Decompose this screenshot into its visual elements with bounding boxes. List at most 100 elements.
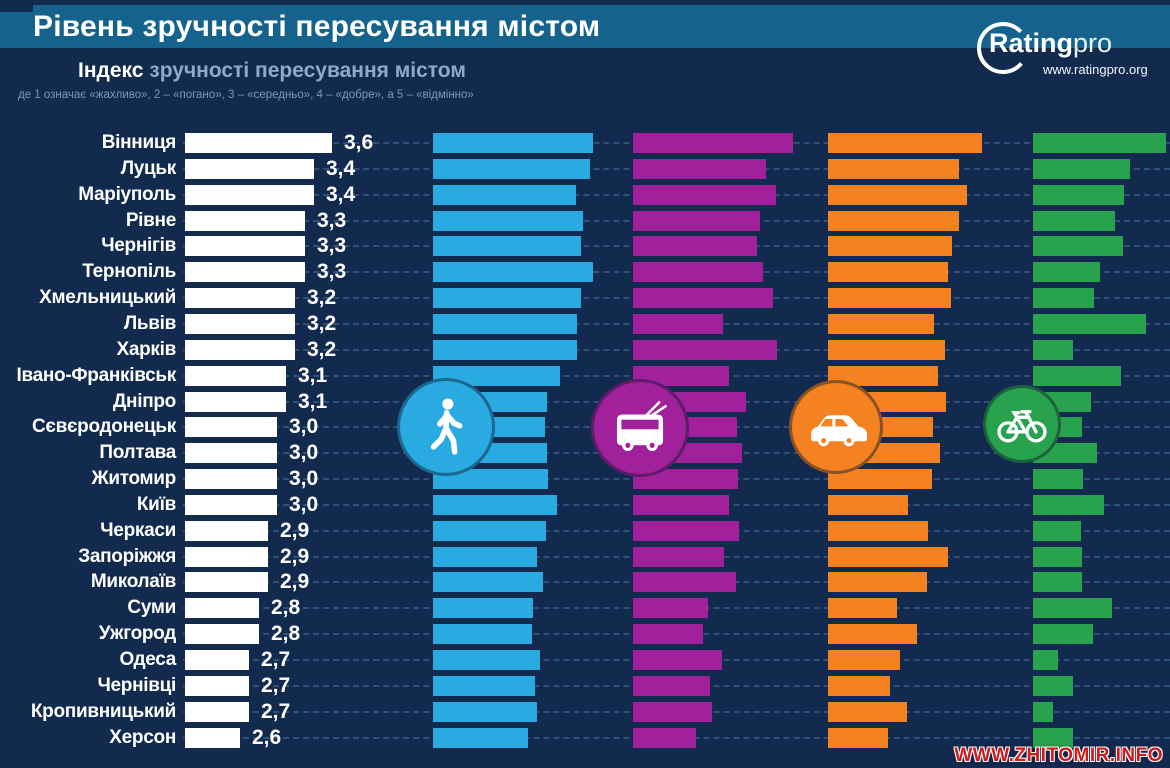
overall-index-value: 2,8 — [271, 596, 301, 619]
pedestrian-bar — [433, 495, 557, 515]
city-label: Тернопіль — [82, 261, 176, 282]
city-label: Рівне — [125, 210, 176, 231]
pedestrian-bar — [433, 521, 546, 541]
bicycle-bar — [1033, 521, 1081, 541]
pedestrian-bar — [433, 702, 537, 722]
corner-notch — [0, 0, 33, 12]
city-label: Запоріжжя — [78, 546, 176, 567]
pedestrian-bar — [433, 598, 533, 618]
table-row: Миколаїв 2,9 — [0, 569, 1170, 595]
bicycle-bar — [1033, 676, 1073, 696]
overall-index-value: 3,3 — [317, 260, 347, 283]
trolleybus-bar — [633, 288, 773, 308]
watermark: WWW.ZHITOMIR.INFO — [954, 745, 1163, 766]
subtitle-rest: зручності пересування містом — [143, 59, 466, 82]
pedestrian-bar — [433, 340, 577, 360]
overall-index-value: 3,0 — [289, 493, 319, 516]
table-row: Херсон 2,6 — [0, 725, 1170, 751]
car-bar — [828, 521, 928, 541]
overall-index-bar — [185, 650, 249, 670]
pedestrian-bar — [433, 133, 593, 153]
city-label: Черкаси — [100, 520, 176, 541]
car-bar — [828, 236, 952, 256]
trolleybus-bar — [633, 650, 722, 670]
overall-index-value: 3,3 — [317, 234, 347, 257]
city-label: Кропивницький — [30, 701, 176, 722]
city-label: Миколаїв — [90, 571, 176, 592]
trolleybus-bar — [633, 495, 729, 515]
trolleybus-bar — [633, 262, 763, 282]
car-bar — [828, 650, 900, 670]
overall-index-bar — [185, 598, 259, 618]
city-label: Херсон — [109, 727, 176, 748]
bicycle-bar — [1033, 314, 1146, 334]
car-bar — [828, 288, 951, 308]
table-row: Маріуполь 3,4 — [0, 182, 1170, 208]
overall-index-bar — [185, 624, 259, 644]
table-row: Ужгород 2,8 — [0, 621, 1170, 647]
car-bar — [828, 185, 967, 205]
overall-index-bar — [185, 185, 314, 205]
trolleybus-bar — [633, 211, 760, 231]
overall-index-bar — [185, 495, 277, 515]
city-label: Вінниця — [101, 132, 177, 153]
bicycle-bar — [1033, 624, 1093, 644]
car-bar — [828, 624, 917, 644]
overall-index-value: 3,6 — [344, 131, 374, 154]
overall-index-value: 2,9 — [280, 545, 310, 568]
car-bar — [828, 133, 982, 153]
overall-index-value: 3,2 — [307, 286, 337, 309]
city-label: Луцьк — [120, 158, 177, 179]
trolleybus-bar — [633, 624, 703, 644]
table-row: Хмельницький 3,2 — [0, 285, 1170, 311]
brand-text: Ratingpro — [989, 28, 1112, 59]
car-bar — [828, 340, 945, 360]
subtitle-bold: Індекс — [78, 59, 144, 82]
car-bar — [828, 495, 908, 515]
car-icon — [789, 380, 883, 474]
pedestrian-bar — [433, 159, 590, 179]
bicycle-bar — [1033, 702, 1053, 722]
car-bar — [828, 598, 897, 618]
overall-index-value: 2,7 — [261, 674, 291, 697]
table-row: Житомир 3,0 — [0, 466, 1170, 492]
overall-index-value: 3,1 — [298, 364, 328, 387]
bicycle-bar — [1033, 236, 1123, 256]
overall-index-value: 2,6 — [252, 726, 282, 749]
bicycle-bar — [1033, 728, 1073, 748]
logo-website: www.ratingpro.org — [1043, 62, 1148, 77]
overall-index-bar — [185, 572, 268, 592]
car-bar — [828, 728, 888, 748]
overall-index-value: 3,0 — [289, 415, 319, 438]
ratingpro-logo: Ratingpro www.ratingpro.org — [975, 18, 1165, 84]
overall-index-value: 3,1 — [298, 390, 328, 413]
bicycle-bar — [1033, 133, 1166, 153]
bicycle-bar — [1033, 288, 1094, 308]
overall-index-bar — [185, 314, 295, 334]
overall-index-value: 2,7 — [261, 700, 291, 723]
trolleybus-bar — [633, 159, 766, 179]
brand-light: pro — [1073, 28, 1113, 58]
bicycle-bar — [1033, 159, 1130, 179]
overall-index-bar — [185, 262, 305, 282]
car-bar — [828, 676, 890, 696]
bicycle-bar — [1033, 340, 1073, 360]
pedestrian-bar — [433, 211, 583, 231]
city-label: Одеса — [119, 649, 176, 670]
trolleybus-bar — [633, 572, 736, 592]
overall-index-value: 3,2 — [307, 312, 337, 335]
overall-index-bar — [185, 133, 332, 153]
table-row: Київ 3,0 — [0, 492, 1170, 518]
pedestrian-bar — [433, 624, 532, 644]
city-label: Сєвєродонецьк — [31, 416, 176, 437]
trolleybus-bar — [633, 598, 708, 618]
table-row: Одеса 2,7 — [0, 647, 1170, 673]
table-row: Івано-Франківськ 3,1 — [0, 363, 1170, 389]
bicycle-bar — [1033, 495, 1104, 515]
trolleybus-bar — [633, 521, 739, 541]
trolleybus-bar — [633, 469, 738, 489]
city-label: Львів — [123, 313, 176, 334]
table-row: Чернівці 2,7 — [0, 673, 1170, 699]
city-label: Житомир — [91, 468, 176, 489]
